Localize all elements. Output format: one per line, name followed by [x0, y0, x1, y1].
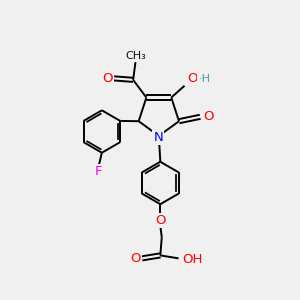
Text: O: O [188, 73, 198, 85]
Text: O: O [130, 252, 141, 265]
Text: F: F [95, 165, 103, 178]
Text: O: O [155, 214, 166, 226]
Text: O: O [203, 110, 214, 123]
Text: OH: OH [182, 253, 202, 266]
Text: O: O [102, 72, 113, 85]
Text: N: N [153, 131, 163, 144]
Text: ·H: ·H [198, 74, 210, 84]
Text: CH₃: CH₃ [125, 51, 146, 61]
